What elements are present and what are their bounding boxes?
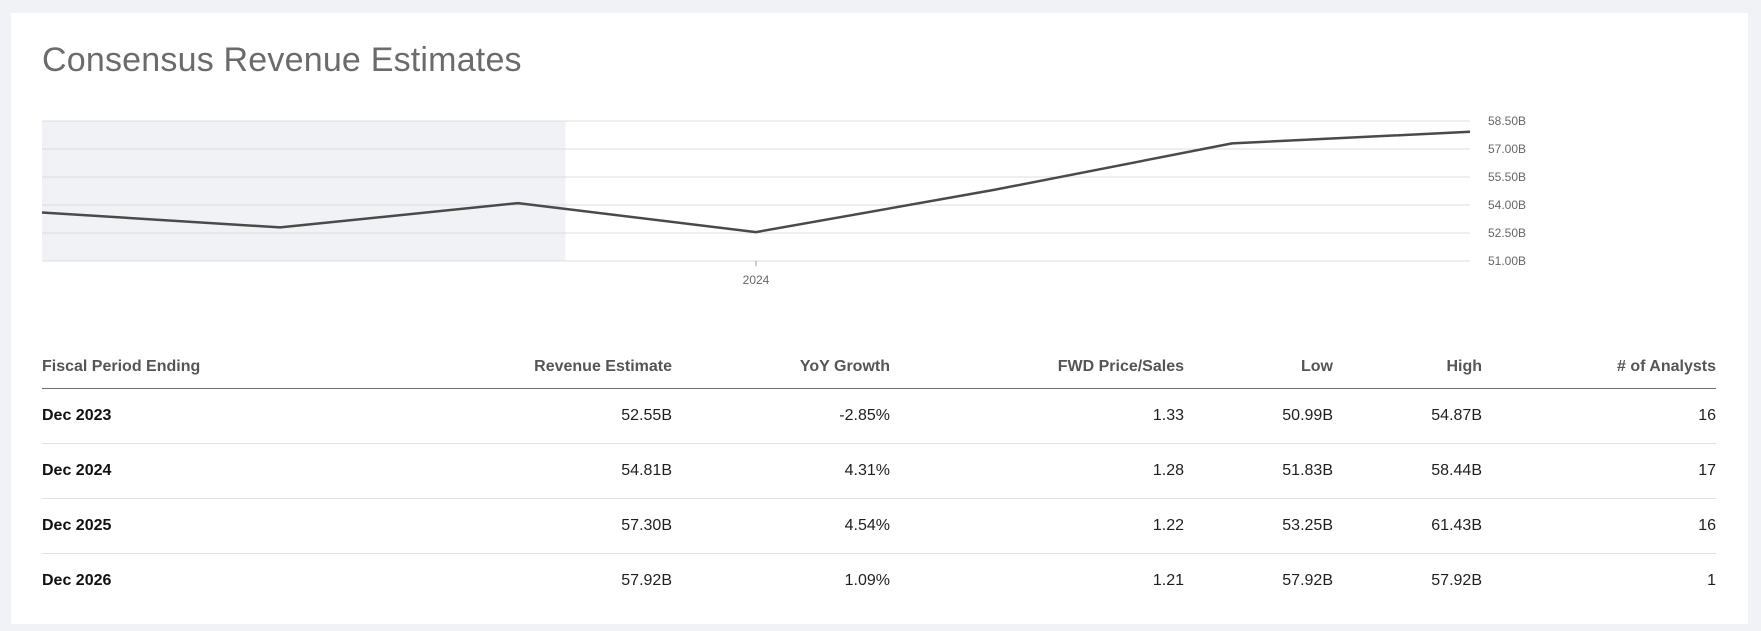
cell-period: Dec 2026	[42, 572, 112, 589]
cell-yoy: 4.31%	[672, 443, 890, 499]
cell-price-sales: 1.33	[890, 388, 1184, 444]
col-header-analysts: # of Analysts	[1482, 346, 1716, 389]
col-header-revenue: Revenue Estimate	[372, 346, 672, 389]
table-row: Dec 2026 57.92B 1.09% 1.21 57.92B 57.92B…	[42, 554, 1716, 609]
cell-yoy: -2.85%	[672, 388, 890, 444]
cell-period: Dec 2024	[42, 443, 372, 499]
cell-price-sales: 1.21	[1152, 572, 1184, 589]
page-title: Consensus Revenue Estimates	[42, 41, 522, 79]
cell-period: Dec 2025	[42, 498, 372, 554]
table-header-row: Fiscal Period Ending Revenue Estimate Yo…	[42, 346, 1716, 389]
cell-revenue: 57.30B	[372, 498, 672, 554]
revenue-estimates-card: Consensus Revenue Estimates 58.50B 57.00B…	[11, 13, 1748, 624]
cell-price-sales: 1.22	[890, 498, 1184, 554]
col-header-low: Low	[1184, 346, 1333, 389]
col-header-high: High	[1333, 346, 1482, 389]
cell-price-sales: 1.28	[890, 443, 1184, 499]
table-row: Dec 2025 57.30B 4.54% 1.22 53.25B 61.43B…	[42, 498, 1716, 554]
cell-analysts: 16	[1482, 498, 1716, 554]
historical-shaded-region	[42, 121, 566, 261]
table-row: Dec 2023 52.55B -2.85% 1.33 50.99B 54.87…	[42, 388, 1716, 444]
revenue-line-chart: 58.50B 57.00B 55.50B 54.00B 52.50B 51.00B 2024	[41, 114, 1526, 287]
cell-low: 51.83B	[1184, 443, 1333, 499]
cell-low: 53.25B	[1184, 498, 1333, 554]
cell-high: 61.43B	[1333, 498, 1482, 554]
col-header-price-sales: FWD Price/Sales	[890, 346, 1184, 389]
y-tick-label: 52.50B	[1488, 226, 1526, 240]
estimates-table: Fiscal Period Ending Revenue Estimate Yo…	[42, 346, 1716, 608]
revenue-series-line	[41, 130, 1471, 234]
cell-yoy: 1.09%	[844, 572, 890, 589]
cell-analysts: 1	[1707, 572, 1716, 589]
cell-high: 57.92B	[1431, 572, 1482, 589]
cell-period: Dec 2023	[42, 388, 372, 444]
cell-analysts: 16	[1482, 388, 1716, 444]
cell-revenue: 57.92B	[621, 572, 672, 589]
cell-revenue: 52.55B	[372, 388, 672, 444]
cell-high: 58.44B	[1333, 443, 1482, 499]
x-tick-label: 2024	[743, 273, 770, 287]
col-header-period: Fiscal Period Ending	[42, 346, 372, 389]
y-tick-label: 58.50B	[1488, 114, 1526, 128]
col-header-yoy: YoY Growth	[672, 346, 890, 389]
cell-analysts: 17	[1482, 443, 1716, 499]
table-row: Dec 2024 54.81B 4.31% 1.28 51.83B 58.44B…	[42, 443, 1716, 499]
cell-low: 50.99B	[1184, 388, 1333, 444]
y-tick-label: 57.00B	[1488, 142, 1526, 156]
y-tick-label: 51.00B	[1488, 254, 1526, 268]
cell-low: 57.92B	[1282, 572, 1333, 589]
cell-revenue: 54.81B	[372, 443, 672, 499]
cell-high: 54.87B	[1333, 388, 1482, 444]
y-tick-label: 54.00B	[1488, 198, 1526, 212]
y-tick-label: 55.50B	[1488, 170, 1526, 184]
cell-yoy: 4.54%	[672, 498, 890, 554]
